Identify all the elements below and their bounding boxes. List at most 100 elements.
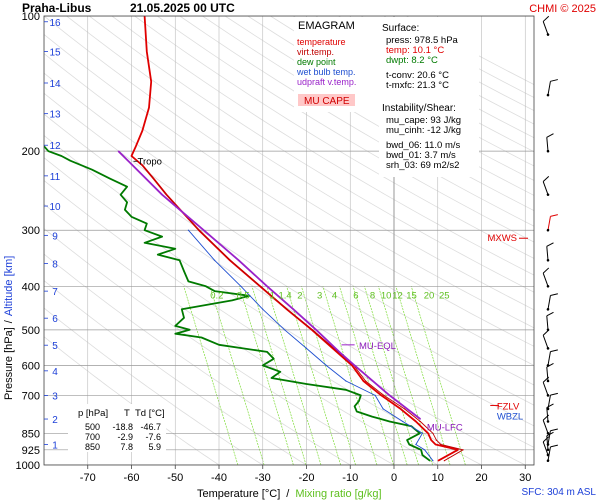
- altitude-tick-label: 7: [52, 287, 58, 298]
- x-tick-label: 20: [475, 472, 487, 484]
- data-point: [262, 308, 264, 310]
- data-point: [389, 420, 391, 423]
- data-point: [205, 285, 207, 287]
- wind-barb: [546, 363, 554, 383]
- data-point: [437, 460, 439, 462]
- data-point: [432, 432, 434, 434]
- data-point: [161, 194, 163, 196]
- altitude-tick-label: 1: [52, 440, 58, 451]
- dry-adiabat: [44, 113, 534, 427]
- y-tick-label: 300: [22, 225, 40, 237]
- data-point: [356, 410, 358, 413]
- t-mxfc: t-mxfc: 21.3 °C: [386, 80, 449, 91]
- copyright: CHMI © 2025: [529, 3, 596, 15]
- table-cell: 7.8: [120, 442, 133, 452]
- data-point: [144, 229, 146, 231]
- level-table-background: [68, 404, 166, 452]
- wind-barb: [542, 15, 550, 36]
- data-point: [183, 317, 185, 319]
- data-point: [440, 443, 442, 446]
- wind-barb-feather: [550, 428, 558, 432]
- data-point: [183, 270, 185, 272]
- surface-height-label: SFC: 304 m ASL: [522, 487, 597, 498]
- wind-barb: [546, 79, 558, 97]
- table-cell: 5.9: [148, 442, 161, 452]
- altitude-tick-label: 13: [49, 110, 61, 121]
- data-point: [179, 259, 181, 261]
- data-point: [144, 242, 146, 244]
- data-point: [427, 432, 429, 434]
- data-point: [218, 344, 220, 346]
- data-point: [266, 351, 268, 353]
- data-point: [315, 329, 317, 331]
- altitude-tick-label: 4: [52, 367, 58, 378]
- data-point: [238, 259, 240, 261]
- y-tick-label: 200: [22, 146, 40, 158]
- y-tick-label: 100: [22, 11, 40, 23]
- data-point: [420, 449, 422, 451]
- wind-barb-base: [546, 149, 550, 153]
- station-name: Praha-Libus: [22, 1, 92, 15]
- wind-barb-staff: [546, 315, 549, 330]
- data-point: [60, 155, 63, 157]
- data-point: [432, 460, 434, 462]
- wind-barb: [542, 267, 550, 288]
- table-header-dewpoint: Td [°C]: [135, 408, 165, 419]
- mu-cinh-value: mu_cinh: -12 J/kg: [386, 125, 461, 136]
- surface-temp: temp: 10.1 °C: [386, 45, 444, 56]
- dry-adiabat: [44, 34, 534, 347]
- table-cell: -46.7: [140, 422, 161, 432]
- table-cell: 850: [85, 442, 100, 452]
- data-point: [273, 358, 275, 360]
- mixing-ratio-label: 2: [297, 290, 302, 301]
- wind-barb-staff: [546, 407, 549, 422]
- info-panel-background: [379, 17, 479, 177]
- x-tick-label: -10: [342, 472, 358, 484]
- altitude-tick-label: 12: [49, 141, 61, 152]
- wind-barb-staff: [547, 216, 551, 231]
- data-point: [109, 177, 111, 179]
- data-point: [443, 460, 445, 462]
- level-table: p [hPa] T Td [°C] 500 -18.8 -46.7 700 -2…: [68, 404, 166, 452]
- wind-barb: [546, 242, 554, 262]
- legend-item-temperature: temperature: [297, 37, 346, 47]
- dry-adiabat: [224, 16, 534, 196]
- data-point: [214, 259, 216, 261]
- mixing-ratio-label: 0.2: [210, 290, 223, 301]
- y-tick-label: 400: [22, 281, 40, 293]
- mixing-ratio-label: 10: [381, 290, 392, 301]
- y-tick-label: 600: [22, 360, 40, 372]
- data-point: [419, 420, 421, 423]
- dry-adiabat: [44, 92, 534, 406]
- data-point: [135, 145, 137, 147]
- data-point: [430, 439, 432, 441]
- data-point: [279, 371, 281, 373]
- data-point: [146, 223, 148, 225]
- x-tick-label: -30: [255, 472, 271, 484]
- x-tick-label: 30: [519, 472, 531, 484]
- data-point: [266, 285, 268, 287]
- table-cell: 700: [85, 432, 100, 442]
- data-point: [435, 443, 437, 446]
- x-tick-label: -70: [80, 472, 96, 484]
- datetime: 21.05.2025 00 UTC: [130, 1, 235, 15]
- data-point: [150, 81, 152, 83]
- data-point: [402, 420, 404, 423]
- legend-title: EMAGRAM: [298, 20, 355, 32]
- wind-barb-feather: [542, 267, 550, 274]
- data-point: [187, 229, 189, 231]
- data-point: [174, 325, 176, 327]
- y-tick-label: 850: [22, 428, 40, 440]
- legend-item-wet-bulb: wet bulb temp.: [296, 67, 356, 77]
- wind-barb-base: [546, 307, 550, 311]
- x-tick-label: 0: [391, 472, 397, 484]
- wind-barb-feather: [550, 214, 558, 217]
- data-point: [262, 364, 264, 366]
- data-point: [198, 229, 200, 231]
- mixing-ratio-label: 3: [317, 290, 322, 301]
- wind-barb-base: [546, 258, 550, 262]
- wind-barb-staff: [547, 295, 551, 310]
- altitude-tick-label: 15: [49, 48, 61, 59]
- mixing-ratio-label: 12: [392, 290, 403, 301]
- wind-barb-feather: [546, 403, 554, 408]
